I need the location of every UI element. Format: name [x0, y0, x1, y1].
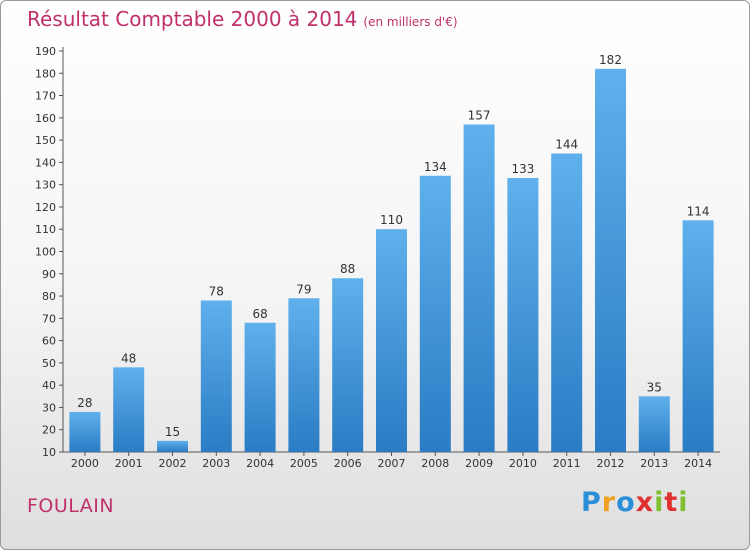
bar-2001: [113, 367, 145, 452]
data-label-2009: 157: [468, 109, 491, 123]
x-tick-label-2001: 2001: [115, 457, 143, 470]
y-tick-label: 160: [35, 112, 56, 125]
x-tick-label-2005: 2005: [290, 457, 318, 470]
y-tick-label: 120: [35, 201, 56, 214]
bar-2003: [200, 300, 232, 452]
logo-letter: P: [581, 487, 602, 518]
data-label-2003: 78: [209, 285, 224, 299]
x-tick-label-2006: 2006: [334, 457, 362, 470]
x-tick-label-2002: 2002: [159, 457, 187, 470]
x-tick-label-2014: 2014: [684, 457, 712, 470]
logo-letter: o: [616, 487, 636, 518]
bar-2012: [595, 68, 626, 453]
y-tick-label: 80: [42, 290, 56, 303]
bar-2014: [682, 220, 714, 452]
proxiti-logo: Proxiti: [581, 487, 689, 518]
data-label-2005: 79: [296, 282, 311, 296]
bar-2011: [551, 153, 583, 452]
data-label-2014: 114: [687, 204, 710, 218]
data-label-2011: 144: [555, 137, 578, 151]
data-label-2007: 110: [380, 213, 403, 227]
data-label-2002: 15: [165, 425, 180, 439]
bar-2006: [332, 278, 364, 452]
logo-letter: x: [635, 487, 655, 518]
chart-title-text: Résultat Comptable 2000 à 2014: [27, 7, 358, 31]
y-tick-label: 170: [35, 90, 56, 103]
logo-letter: i: [678, 487, 689, 518]
x-tick-label-2009: 2009: [465, 457, 493, 470]
bar-2002: [157, 440, 188, 452]
bar-2009: [463, 124, 495, 453]
y-tick-label: 50: [42, 357, 56, 370]
y-tick-label: 190: [35, 45, 56, 58]
x-tick-label-2011: 2011: [553, 457, 581, 470]
x-tick-label-2008: 2008: [421, 457, 449, 470]
logo-letter: i: [654, 487, 665, 518]
y-tick-label: 70: [42, 312, 56, 325]
chart-title: Résultat Comptable 2000 à 2014 (en millie…: [27, 7, 458, 31]
y-tick-label: 30: [42, 401, 56, 414]
x-tick-label-2010: 2010: [509, 457, 537, 470]
logo-letter: t: [664, 487, 679, 518]
bar-2005: [288, 298, 320, 452]
bar-2004: [244, 322, 276, 452]
x-tick-label-2007: 2007: [378, 457, 406, 470]
y-tick-label: 10: [42, 446, 56, 459]
y-tick-label: 130: [35, 179, 56, 192]
y-tick-label: 90: [42, 268, 56, 281]
bar-2010: [507, 177, 539, 452]
data-label-2004: 68: [252, 307, 267, 321]
chart-subtitle: (en milliers d'€): [363, 15, 458, 29]
y-tick-label: 180: [35, 67, 56, 80]
bar-2000: [69, 411, 101, 452]
y-tick-label: 100: [35, 246, 56, 259]
bar-2007: [376, 229, 407, 452]
y-tick-label: 140: [35, 156, 56, 169]
y-tick-label: 60: [42, 335, 56, 348]
bar-2013: [638, 396, 670, 452]
data-label-2010: 133: [511, 162, 534, 176]
x-tick-label-2003: 2003: [202, 457, 230, 470]
x-tick-label-2004: 2004: [246, 457, 274, 470]
data-label-2001: 48: [121, 351, 136, 365]
x-tick-label-2013: 2013: [640, 457, 668, 470]
data-label-2013: 35: [647, 380, 662, 394]
data-label-2008: 134: [424, 160, 447, 174]
y-tick-label: 20: [42, 424, 56, 437]
x-tick-label-2012: 2012: [597, 457, 625, 470]
data-label-2000: 28: [77, 396, 92, 410]
data-label-2012: 182: [599, 53, 622, 67]
data-label-2006: 88: [340, 262, 355, 276]
y-tick-label: 40: [42, 379, 56, 392]
logo-letter: r: [601, 487, 617, 518]
y-tick-label: 110: [35, 223, 56, 236]
x-tick-label-2000: 2000: [71, 457, 99, 470]
bar-2008: [419, 175, 451, 452]
commune-name: FOULAIN: [27, 495, 115, 517]
y-tick-label: 150: [35, 134, 56, 147]
